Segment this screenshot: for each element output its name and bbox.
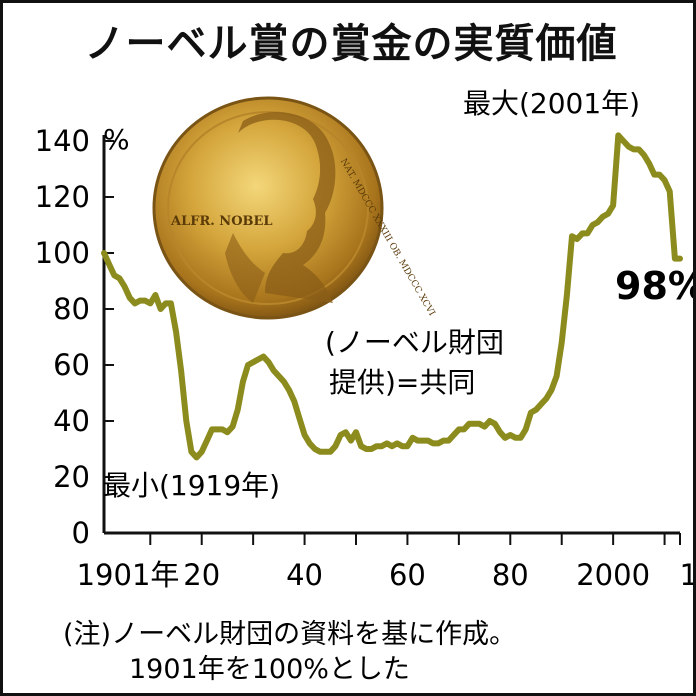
- y-tick-label: 140: [35, 124, 90, 158]
- chart-title: ノーベル賞の賞金の実質価値: [84, 21, 618, 67]
- y-tick-label: 60: [53, 348, 90, 382]
- series-line: [101, 132, 683, 461]
- annotation-max: 最大(2001年): [463, 87, 640, 120]
- note-line1: (注)ノーベル財団の資料を基に作成。: [63, 619, 516, 650]
- y-tick-label: 100: [35, 236, 90, 270]
- y-tick-label: 0: [72, 516, 90, 550]
- annotation-min: 最小(1919年): [103, 469, 280, 502]
- nobel-portrait-icon: [238, 112, 336, 303]
- x-tick-label: 80: [492, 558, 529, 592]
- medal-inscription-left: ALFR. NOBEL: [170, 214, 273, 229]
- x-tick-label: 13: [680, 558, 696, 592]
- nobel-medal-image: ALFR. NOBEL NAT. MDCCC XXXIII OB. MDCCC …: [148, 92, 437, 324]
- photo-credit-line1: (ノーベル財団: [325, 326, 504, 359]
- x-tick-label: 2000: [576, 558, 650, 592]
- x-tick-label: 1901年: [77, 558, 180, 592]
- x-tick-label: 60: [389, 558, 426, 592]
- note-line2: 1901年を100%とした: [129, 654, 410, 685]
- y-tick-label: 40: [53, 404, 90, 438]
- y-tick-label: 80: [53, 292, 90, 326]
- x-tick-label: 40: [286, 558, 323, 592]
- annotation-end-value: 98%: [615, 264, 696, 308]
- photo-credit-line2: 提供)=共同: [329, 366, 475, 399]
- x-tick-label: 20: [183, 558, 220, 592]
- y-axis-unit-label: %: [103, 123, 130, 156]
- y-tick-label: 20: [53, 460, 90, 494]
- line-chart: ALFR. NOBEL NAT. MDCCC XXXIII OB. MDCCC …: [35, 87, 696, 685]
- y-tick-label: 120: [35, 180, 90, 214]
